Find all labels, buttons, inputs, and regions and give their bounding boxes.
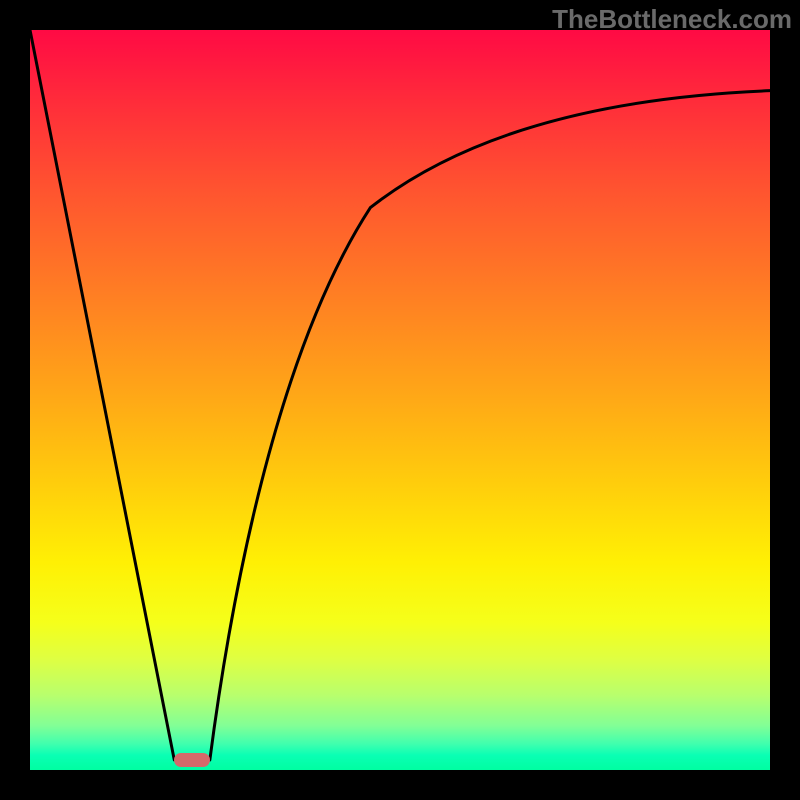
chart-container: TheBottleneck.com <box>0 0 800 800</box>
plot-area <box>30 30 770 770</box>
bottleneck-curve <box>30 30 770 770</box>
bottleneck-marker <box>174 753 210 766</box>
watermark-text: TheBottleneck.com <box>552 4 792 35</box>
